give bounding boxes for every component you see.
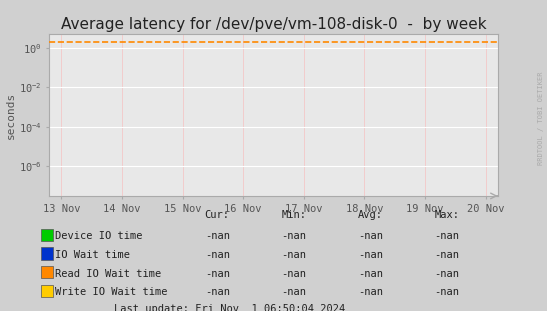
Text: -nan: -nan: [281, 250, 306, 260]
Text: Avg:: Avg:: [358, 210, 383, 220]
Y-axis label: seconds: seconds: [6, 91, 16, 139]
Text: -nan: -nan: [358, 269, 383, 279]
Text: -nan: -nan: [281, 231, 306, 241]
Text: Max:: Max:: [434, 210, 459, 220]
Text: -nan: -nan: [205, 269, 230, 279]
Text: Cur:: Cur:: [205, 210, 230, 220]
Text: Read IO Wait time: Read IO Wait time: [55, 269, 161, 279]
Text: RRDTOOL / TOBI OETIKER: RRDTOOL / TOBI OETIKER: [538, 72, 544, 165]
Text: -nan: -nan: [358, 287, 383, 297]
Text: -nan: -nan: [281, 287, 306, 297]
Text: IO Wait time: IO Wait time: [55, 250, 130, 260]
Text: -nan: -nan: [205, 231, 230, 241]
Text: Write IO Wait time: Write IO Wait time: [55, 287, 167, 297]
Text: -nan: -nan: [205, 287, 230, 297]
Text: -nan: -nan: [434, 231, 459, 241]
Text: -nan: -nan: [434, 287, 459, 297]
Title: Average latency for /dev/pve/vm-108-disk-0  -  by week: Average latency for /dev/pve/vm-108-disk…: [61, 17, 486, 32]
Text: -nan: -nan: [205, 250, 230, 260]
Text: Device IO time: Device IO time: [55, 231, 142, 241]
Text: -nan: -nan: [434, 269, 459, 279]
Text: Last update: Fri Nov  1 06:50:04 2024: Last update: Fri Nov 1 06:50:04 2024: [114, 304, 345, 311]
Text: Min:: Min:: [281, 210, 306, 220]
Text: -nan: -nan: [358, 250, 383, 260]
Text: -nan: -nan: [281, 269, 306, 279]
Text: -nan: -nan: [358, 231, 383, 241]
Text: -nan: -nan: [434, 250, 459, 260]
